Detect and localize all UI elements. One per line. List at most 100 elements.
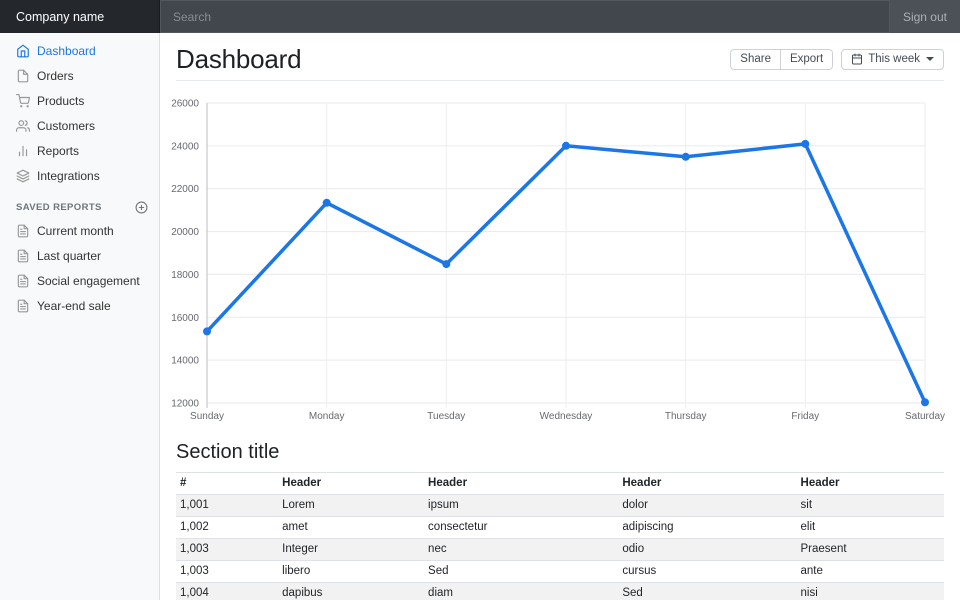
file-text-icon [17, 249, 29, 262]
sidebar: Dashboard Orders Products Customers Reports I… [0, 33, 160, 600]
table-header-cell: Header [618, 472, 797, 495]
top-navbar: Company name Sign out [0, 0, 960, 33]
table-cell: 1,001 [176, 494, 279, 517]
sidebar-link-integrations[interactable]: Integrations [0, 163, 160, 188]
table-cell: sit [796, 494, 944, 517]
sidebar-link-year-end-sale[interactable]: Year-end sale [0, 293, 160, 318]
sidebar-link-reports[interactable]: Reports [0, 138, 160, 163]
table-cell: ante [796, 560, 944, 583]
sidebar-link-dashboard[interactable]: Dashboard [0, 38, 160, 63]
table-cell: libero [278, 560, 425, 583]
sidebar-item-label: Year-end sale [37, 298, 111, 313]
add-report-button[interactable] [135, 201, 148, 214]
table-cell: elit [796, 516, 944, 539]
table-cell: cursus [618, 560, 797, 583]
sidebar-item-customers: Customers [0, 113, 160, 138]
sidebar-link-products[interactable]: Products [0, 88, 160, 113]
share-export-group: Share Export [730, 48, 834, 70]
sidebar-item-integrations: Integrations [0, 163, 160, 188]
file-icon [17, 69, 29, 82]
table-body: 1,001 Lorem ipsum dolor sit 1,002 amet consecte… [176, 494, 944, 600]
users-icon [16, 119, 30, 132]
table-cell: Integer [278, 538, 425, 561]
table-cell: dapibus [278, 582, 425, 600]
section-title: Section title [176, 441, 280, 463]
sidebar-item-label: Integrations [37, 168, 100, 183]
sidebar-link-orders[interactable]: Orders [0, 63, 160, 88]
svg-text:Friday: Friday [791, 411, 819, 422]
page-title: Dashboard [176, 44, 302, 74]
share-button[interactable]: Share [730, 48, 781, 70]
weekly-line-chart: 12000 14000 16000 18000 20000 22000 24000 26000… [171, 99, 945, 423]
table-head: # Header Header Header Header [176, 472, 944, 495]
sidebar-item-label: Last quarter [37, 248, 102, 263]
saved-reports-nav: Current month Last quarter Social engageme… [0, 218, 160, 318]
sidebar-link-last-quarter[interactable]: Last quarter [0, 243, 160, 268]
toolbar: Share Export This week [730, 48, 944, 70]
table-cell: nisi [796, 582, 944, 600]
table-cell: Sed [424, 560, 619, 583]
search-input[interactable] [160, 0, 890, 33]
plus-circle-icon [135, 201, 148, 214]
file-text-icon [17, 224, 29, 237]
file-text-icon [17, 274, 29, 287]
table-row: 1,001 Lorem ipsum dolor sit [176, 494, 944, 517]
svg-text:14000: 14000 [171, 356, 199, 367]
sidebar-item-year-end-sale: Year-end sale [0, 293, 160, 318]
svg-text:18000: 18000 [171, 270, 199, 281]
sidebar-item-last-quarter: Last quarter [0, 243, 160, 268]
main-content: Dashboard Share Export This week 12000 14… [160, 33, 960, 600]
table-cell: Lorem [278, 494, 425, 517]
svg-text:Sunday: Sunday [190, 411, 224, 422]
svg-text:12000: 12000 [171, 399, 199, 410]
bar-chart-icon [18, 145, 28, 156]
sidebar-link-social-engagement[interactable]: Social engagement [0, 268, 160, 293]
svg-text:Thursday: Thursday [665, 411, 707, 422]
table-cell: Sed [618, 582, 797, 600]
sidebar-item-label: Reports [37, 143, 80, 158]
period-dropdown-button[interactable]: This week [841, 48, 944, 70]
sidebar-link-current-month[interactable]: Current month [0, 218, 160, 243]
table-row: 1,002 amet consectetur adipiscing elit [176, 516, 944, 539]
sidebar-item-label: Dashboard [37, 43, 96, 58]
home-icon [17, 44, 29, 57]
sidebar-item-label: Products [37, 93, 85, 108]
table-cell: ipsum [424, 494, 619, 517]
sidebar-item-social-engagement: Social engagement [0, 268, 160, 293]
table-row: 1,003 Integer nec odio Praesent [176, 538, 944, 561]
sign-out-link[interactable]: Sign out [902, 9, 947, 24]
shopping-cart-icon [16, 93, 30, 107]
table-cell: amet [278, 516, 425, 539]
svg-text:Wednesday: Wednesday [540, 411, 593, 422]
svg-text:26000: 26000 [171, 99, 199, 110]
table-header-cell: Header [796, 472, 944, 495]
table-cell: 1,003 [176, 538, 279, 561]
table-cell: adipiscing [618, 516, 797, 539]
page-layout: Dashboard Orders Products Customers Reports I… [0, 33, 960, 600]
export-button[interactable]: Export [779, 48, 834, 70]
chart-container: 12000 14000 16000 18000 20000 22000 24000 26000… [171, 94, 945, 426]
table-cell: Praesent [796, 538, 944, 561]
sidebar-item-label: Orders [37, 68, 74, 83]
svg-text:Tuesday: Tuesday [427, 411, 465, 422]
calendar-icon [852, 53, 863, 65]
table-cell: 1,003 [176, 560, 279, 583]
table-header-cell: Header [424, 472, 619, 495]
calendar-icon [851, 53, 868, 65]
chevron-down-icon [926, 57, 934, 61]
table-cell: consectetur [424, 516, 619, 539]
table-cell: diam [424, 582, 619, 600]
table-row: 1,004 dapibus diam Sed nisi [176, 582, 944, 600]
page-header: Dashboard Share Export This week [176, 44, 944, 81]
sidebar-nav: Dashboard Orders Products Customers Reports I… [0, 38, 160, 188]
sidebar-link-customers[interactable]: Customers [0, 113, 160, 138]
sidebar-item-orders: Orders [0, 63, 160, 88]
sidebar-item-products: Products [0, 88, 160, 113]
svg-text:Saturday: Saturday [905, 411, 945, 422]
sidebar-item-current-month: Current month [0, 218, 160, 243]
brand-link[interactable]: Company name [0, 0, 160, 33]
table-cell: 1,004 [176, 582, 279, 600]
table-cell: dolor [618, 494, 797, 517]
sidebar-item-dashboard: Dashboard [0, 38, 160, 63]
svg-text:Monday: Monday [309, 411, 345, 422]
